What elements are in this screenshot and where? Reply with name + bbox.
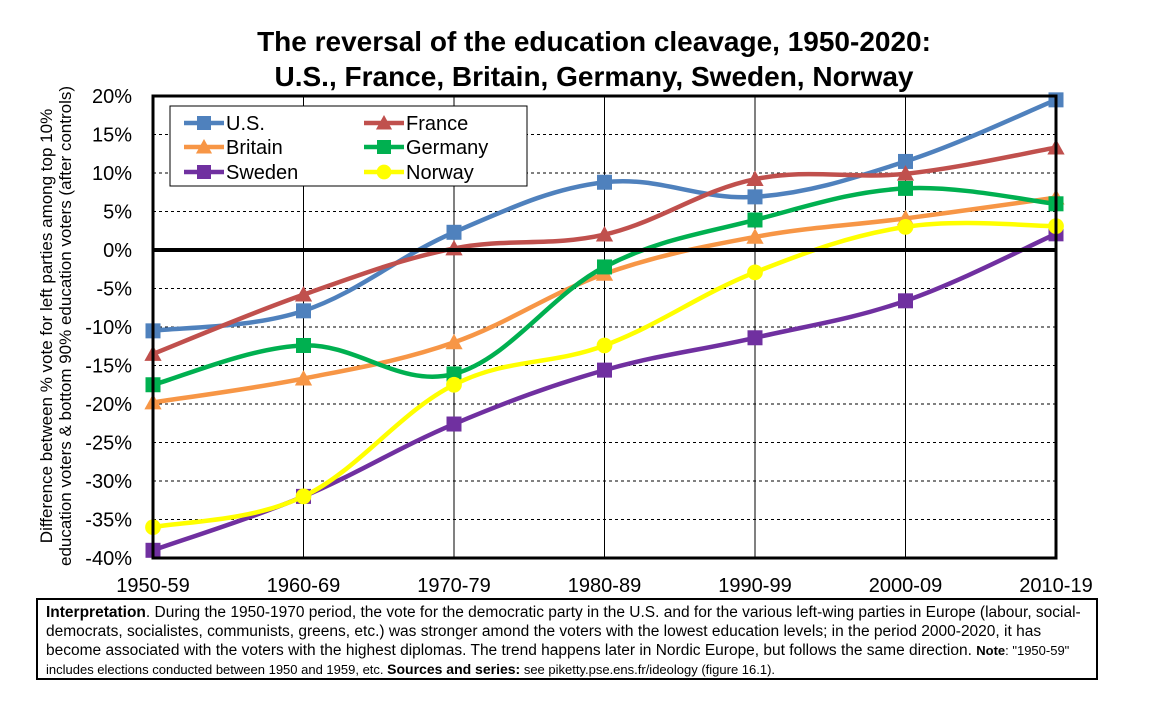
data-point-germany (747, 212, 763, 228)
x-tick-label: 1990-99 (718, 575, 791, 597)
interpretation-box: Interpretation. During the 1950-1970 per… (36, 598, 1098, 680)
legend-label: Britain (226, 137, 283, 159)
data-point-britain (294, 369, 313, 386)
legend-item-britain: Britain (184, 137, 283, 159)
plot-frame (151, 94, 1058, 560)
legend-label: Sweden (226, 162, 298, 184)
data-point-sweden (446, 416, 462, 432)
y-tick-label: -40% (85, 548, 132, 570)
legend-marker (375, 114, 393, 130)
legend-marker (197, 116, 211, 130)
series-france (144, 138, 1065, 361)
data-point-france (595, 225, 614, 242)
y-tick-label: 10% (92, 163, 132, 185)
data-point-britain (746, 228, 764, 244)
chart-subtitle: U.S., France, Britain, Germany, Sweden, … (274, 61, 913, 92)
x-tick-label: 2000-09 (869, 575, 942, 597)
data-point-u-s (296, 303, 311, 319)
legend-item-sweden: Sweden (184, 162, 298, 184)
note-text: : "1950-59" includes elections conducted… (46, 643, 1070, 677)
legend-label: U.S. (226, 113, 265, 135)
data-point-norway (596, 337, 613, 354)
y-tick-label: 20% (92, 86, 132, 108)
x-tick-label: 1970-79 (417, 575, 490, 597)
interpretation-text: . During the 1950-1970 period, the vote … (46, 604, 1081, 659)
y-tick-label: -5% (96, 279, 132, 301)
legend-box (169, 105, 528, 187)
data-point-norway (897, 219, 914, 235)
y-tick-label: -25% (85, 433, 132, 455)
y-tick-label: -30% (85, 471, 132, 493)
y-tick-label: 0% (103, 240, 132, 262)
data-point-u-s (446, 224, 462, 240)
y-axis-title: Difference between % vote for left parti… (37, 86, 75, 566)
legend-marker (197, 165, 211, 179)
y-tick-label: -35% (85, 510, 132, 532)
x-tick-labels: 1950-59 1960-69 1970-79 1980-89 1990-99 2000-… (116, 575, 1092, 597)
data-point-germany (446, 366, 462, 382)
chart-title: The reversal of the education cleavage, … (257, 26, 931, 57)
series-norway (145, 218, 1064, 536)
note-label: Note (976, 643, 1006, 658)
data-point-u-s (597, 174, 612, 190)
legend-label: Germany (406, 137, 488, 159)
data-point-britain (445, 333, 463, 350)
sources-label: Sources and series: (387, 661, 521, 677)
data-point-germany (296, 337, 311, 353)
data-point-germany (597, 259, 612, 275)
data-point-sweden (597, 362, 612, 378)
legend: U.S. France Britain Germany Sweden Norway (169, 105, 528, 187)
y-tick-label: 15% (92, 125, 132, 147)
interpretation-label: Interpretation (46, 604, 146, 621)
data-point-norway (446, 376, 462, 393)
legend-marker (195, 138, 213, 154)
data-point-norway (295, 488, 312, 505)
y-axis-title-line1: Difference between % vote for left parti… (37, 109, 56, 543)
data-point-france (896, 165, 915, 181)
data-point-sweden (747, 330, 763, 346)
y-tick-label: -20% (85, 394, 132, 416)
data-point-france (294, 286, 313, 302)
data-point-u-s (747, 189, 763, 205)
legend-item-norway: Norway (364, 162, 474, 184)
x-tick-label: 1960-69 (267, 575, 340, 597)
data-point-u-s (898, 153, 913, 169)
data-point-france (746, 170, 764, 187)
sources-text: see piketty.pse.ens.fr/ideology (figure … (520, 662, 776, 677)
y-tick-label: -10% (85, 317, 132, 339)
y-tick-labels: 20% 15% 10% 5% 0% -5% -10% -15% -20% -25% -30% -35%… (85, 86, 132, 570)
x-tick-label: 1950-59 (116, 575, 189, 597)
y-tick-label: -15% (85, 356, 132, 378)
data-point-norway (747, 264, 763, 281)
series-u-s (145, 92, 1064, 339)
series-layer (144, 92, 1065, 558)
legend-marker (377, 140, 391, 154)
legend-marker (376, 164, 392, 180)
x-tick-label: 2010-19 (1019, 575, 1092, 597)
legend-item-u-s: U.S. (184, 113, 265, 135)
legend-label: Norway (406, 162, 474, 184)
legend-item-germany: Germany (364, 137, 488, 159)
legend-label: France (406, 113, 468, 135)
data-point-germany (898, 180, 913, 196)
x-tick-label: 1980-89 (568, 575, 641, 597)
legend-item-france: France (364, 113, 468, 135)
y-axis-title-line2: education voters & bottom 90% education … (56, 86, 75, 566)
data-point-sweden (898, 293, 913, 309)
plot-border (151, 94, 1058, 560)
y-tick-label: 5% (103, 202, 132, 224)
